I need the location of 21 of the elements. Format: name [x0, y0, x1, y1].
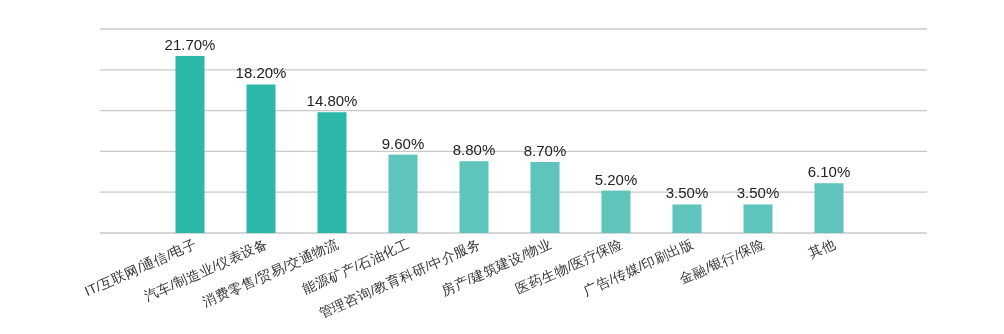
bar — [743, 204, 773, 233]
bar — [388, 154, 418, 233]
data-label: 3.50% — [665, 184, 709, 202]
bar — [672, 204, 702, 233]
bar — [530, 162, 560, 233]
bar — [601, 190, 631, 233]
bar — [459, 161, 489, 233]
data-label: 21.70% — [164, 35, 216, 53]
data-label: 5.20% — [594, 170, 638, 188]
data-label: 3.50% — [736, 184, 780, 202]
bar — [175, 55, 205, 233]
bar — [246, 84, 276, 233]
bar — [317, 112, 347, 233]
data-label: 14.80% — [306, 92, 358, 110]
data-label: 8.80% — [452, 141, 496, 159]
data-label: 8.70% — [523, 142, 567, 160]
data-label: 18.20% — [235, 64, 287, 82]
bar — [814, 183, 844, 233]
data-label: 6.10% — [807, 163, 851, 181]
data-label: 9.60% — [381, 134, 425, 152]
x-tick-label: 其他 — [806, 236, 839, 262]
